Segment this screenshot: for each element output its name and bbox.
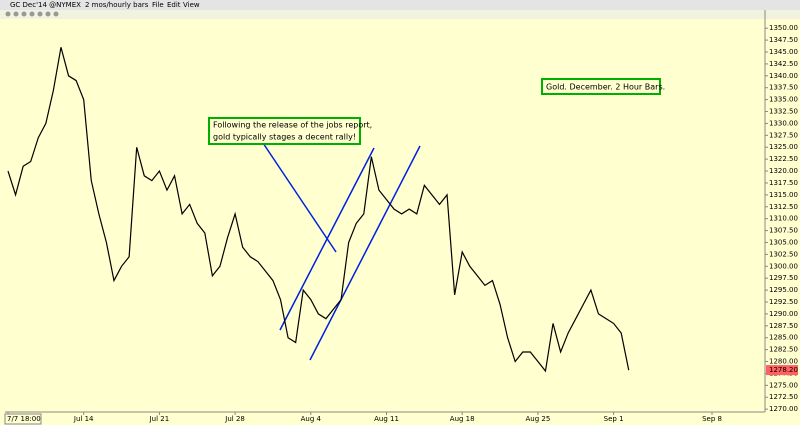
y-tick-label: 1275.00 — [769, 381, 798, 389]
y-tick-label: 1272.50 — [769, 393, 798, 401]
icons — [5, 11, 59, 17]
menu[interactable]: View — [183, 1, 200, 9]
y-tick-label: 1340.00 — [769, 72, 798, 80]
y-tick-label: 1280.00 — [769, 358, 798, 366]
y-tick-label: 1270.00 — [769, 405, 798, 413]
menu[interactable]: Edit — [167, 1, 181, 9]
y-tick-label: 1345.00 — [769, 48, 798, 56]
y-tick-label: 1287.50 — [769, 322, 798, 330]
y-tick-label: 1330.00 — [769, 119, 798, 127]
y-tick-label: 1285.00 — [769, 334, 798, 342]
trend-lines — [262, 142, 421, 361]
price-line — [7, 47, 630, 373]
last-price-label: 1278.20 — [769, 366, 798, 374]
annotation: Gold. December. 2 Hour Bars. — [546, 83, 665, 92]
y-tick-label: 1322.50 — [769, 155, 798, 163]
y-tick-label: 1292.50 — [769, 298, 798, 306]
x-tick-label: Sep 1 — [604, 415, 624, 423]
y-tick-label: 1342.50 — [769, 60, 798, 68]
y-tick-label: 1337.50 — [769, 84, 798, 92]
symbol[interactable]: GC Dec'14 @NYMEX — [10, 1, 81, 9]
y-tick-label: 1350.00 — [769, 24, 798, 32]
x-tick-label: Sep 8 — [702, 415, 722, 423]
y-tick-label: 1310.00 — [769, 215, 798, 223]
y-tick-label: 1302.50 — [769, 250, 798, 258]
y-tick-label: 1347.50 — [769, 36, 798, 44]
annotation-box — [208, 117, 361, 145]
icon-bar — [0, 10, 800, 19]
y-tick-label: 1295.00 — [769, 286, 798, 294]
toolbar — [0, 0, 800, 10]
menu[interactable]: File — [152, 1, 164, 9]
y-tick-label: 1335.00 — [769, 96, 798, 104]
y-tick-label: 1327.50 — [769, 131, 798, 139]
annotation: Following the release of the jobs report… — [213, 121, 372, 130]
y-tick-label: 1320.00 — [769, 167, 798, 175]
x-tick-label: Aug 25 — [525, 415, 550, 423]
x-tick-label: Aug 4 — [301, 415, 322, 423]
last-price-marker — [766, 365, 798, 376]
x-tick-label: Aug 18 — [450, 415, 475, 423]
y-tick-label: 1307.50 — [769, 227, 798, 235]
annotation-box — [541, 78, 661, 95]
x-tick-label: 7/7 18:00 — [7, 415, 41, 423]
annotation: gold typically stages a decent rally! — [213, 133, 356, 142]
y-tick-label: 1317.50 — [769, 179, 798, 187]
interval[interactable]: 2 mos/hourly bars — [85, 1, 149, 9]
y-tick-label: 1305.00 — [769, 238, 798, 246]
x-tick-label: Aug 11 — [374, 415, 399, 423]
y-tick-label: 1325.00 — [769, 143, 798, 151]
y-tick-label: 1312.50 — [769, 203, 798, 211]
y-tick-label: 1282.50 — [769, 346, 798, 354]
y-tick-label: 1315.00 — [769, 191, 798, 199]
y-tick-label: 1332.50 — [769, 108, 798, 116]
x-tick-label: Jul 21 — [149, 415, 170, 423]
y-tick-label: 1297.50 — [769, 274, 798, 282]
y-tick-label: 1300.00 — [769, 262, 798, 270]
x-tick-label: Jul 14 — [73, 415, 94, 423]
x-tick-label: Jul 28 — [224, 415, 245, 423]
y-tick-label: 1290.00 — [769, 310, 798, 318]
cursor-label-box — [4, 413, 42, 425]
